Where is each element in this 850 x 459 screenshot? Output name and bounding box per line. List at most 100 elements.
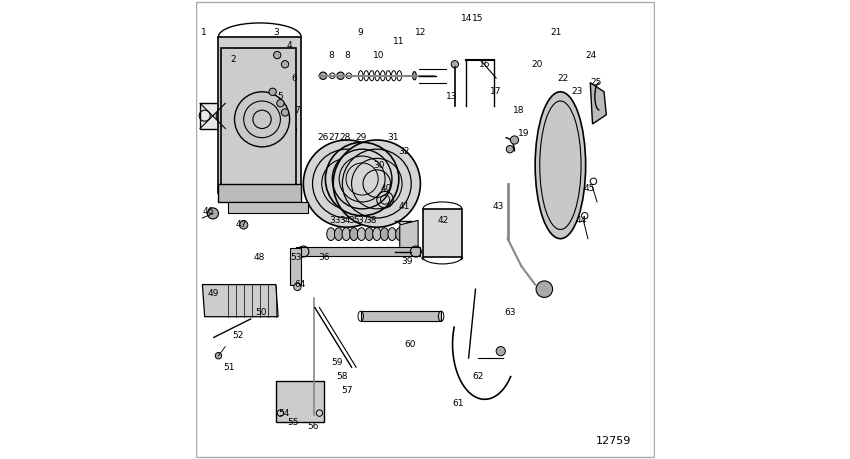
Polygon shape [590,83,606,124]
Text: 56: 56 [307,422,318,431]
Text: 57: 57 [341,386,353,395]
Text: 7: 7 [294,106,300,115]
Polygon shape [202,285,278,317]
Text: 40: 40 [380,184,392,193]
Text: 38: 38 [366,216,377,225]
Text: 30: 30 [373,161,385,170]
Text: 59: 59 [332,358,343,367]
Circle shape [281,109,289,116]
Circle shape [333,140,421,227]
Circle shape [510,136,518,144]
Circle shape [240,221,248,229]
Text: 11: 11 [393,37,405,46]
Text: 60: 60 [405,340,416,349]
Text: 12759: 12759 [596,436,631,446]
Circle shape [303,140,391,227]
Text: 61: 61 [452,399,464,409]
Text: 64: 64 [294,280,306,289]
Text: 10: 10 [373,50,385,60]
Text: 21: 21 [550,28,562,37]
Text: 63: 63 [504,308,516,317]
Text: 5: 5 [278,92,283,101]
Circle shape [207,208,218,219]
Ellipse shape [380,228,388,241]
Text: 49: 49 [207,289,218,298]
Text: 50: 50 [255,308,266,317]
Circle shape [536,281,552,297]
Circle shape [281,61,289,68]
Circle shape [320,72,326,79]
Circle shape [269,88,276,95]
Text: 17: 17 [490,87,502,96]
Text: 51: 51 [223,363,235,372]
Circle shape [496,347,505,356]
Text: 27: 27 [328,133,340,142]
Text: 32: 32 [399,147,410,156]
Ellipse shape [372,228,381,241]
Text: 39: 39 [401,257,412,266]
Text: 55: 55 [287,418,298,427]
Bar [297,247,421,256]
Text: 29: 29 [355,133,366,142]
Circle shape [274,51,280,59]
Text: 48: 48 [253,252,264,262]
Circle shape [294,283,301,291]
Text: 46: 46 [202,207,214,216]
Circle shape [277,100,284,107]
Text: 24: 24 [586,50,597,60]
Text: 52: 52 [232,330,243,340]
Ellipse shape [334,228,343,241]
Text: 41: 41 [399,202,410,211]
Bar [360,311,441,321]
Text: 62: 62 [472,372,484,381]
Text: 15: 15 [472,14,484,23]
Text: 1: 1 [201,28,207,37]
Text: 47: 47 [235,220,247,230]
Text: 9: 9 [358,28,364,37]
Text: 12: 12 [415,28,426,37]
Text: 4: 4 [286,41,292,50]
Text: 37: 37 [357,216,369,225]
Polygon shape [400,220,418,250]
Ellipse shape [388,228,396,241]
Ellipse shape [342,228,350,241]
Bar [422,209,462,257]
Text: 44: 44 [575,216,586,225]
Text: 2: 2 [230,55,236,64]
Bar [218,184,301,202]
Ellipse shape [365,228,373,241]
Text: 16: 16 [479,60,490,69]
Circle shape [507,146,513,153]
Text: 8: 8 [328,50,334,60]
Text: 3: 3 [273,28,279,37]
Bar [290,248,301,285]
Circle shape [235,92,290,147]
Text: 54: 54 [278,409,289,418]
Text: 34: 34 [339,216,350,225]
Bar [218,37,301,193]
Circle shape [451,61,458,68]
Ellipse shape [349,228,358,241]
Text: 22: 22 [557,73,569,83]
Text: 13: 13 [446,92,457,101]
Ellipse shape [536,92,586,239]
Text: 18: 18 [513,106,524,115]
Ellipse shape [326,228,335,241]
Text: 53: 53 [291,252,303,262]
Polygon shape [221,48,297,186]
Text: 36: 36 [318,252,330,262]
Text: 26: 26 [317,133,329,142]
Bar [200,103,225,129]
Circle shape [337,72,344,79]
Text: 33: 33 [330,216,341,225]
Bar [228,202,308,213]
Ellipse shape [357,228,366,241]
Text: 19: 19 [518,129,530,138]
Bar [275,381,324,422]
Text: 14: 14 [461,14,472,23]
Ellipse shape [395,228,404,241]
Text: 25: 25 [590,78,602,87]
Text: 45: 45 [584,184,595,193]
Text: 58: 58 [337,372,348,381]
Ellipse shape [412,72,416,80]
